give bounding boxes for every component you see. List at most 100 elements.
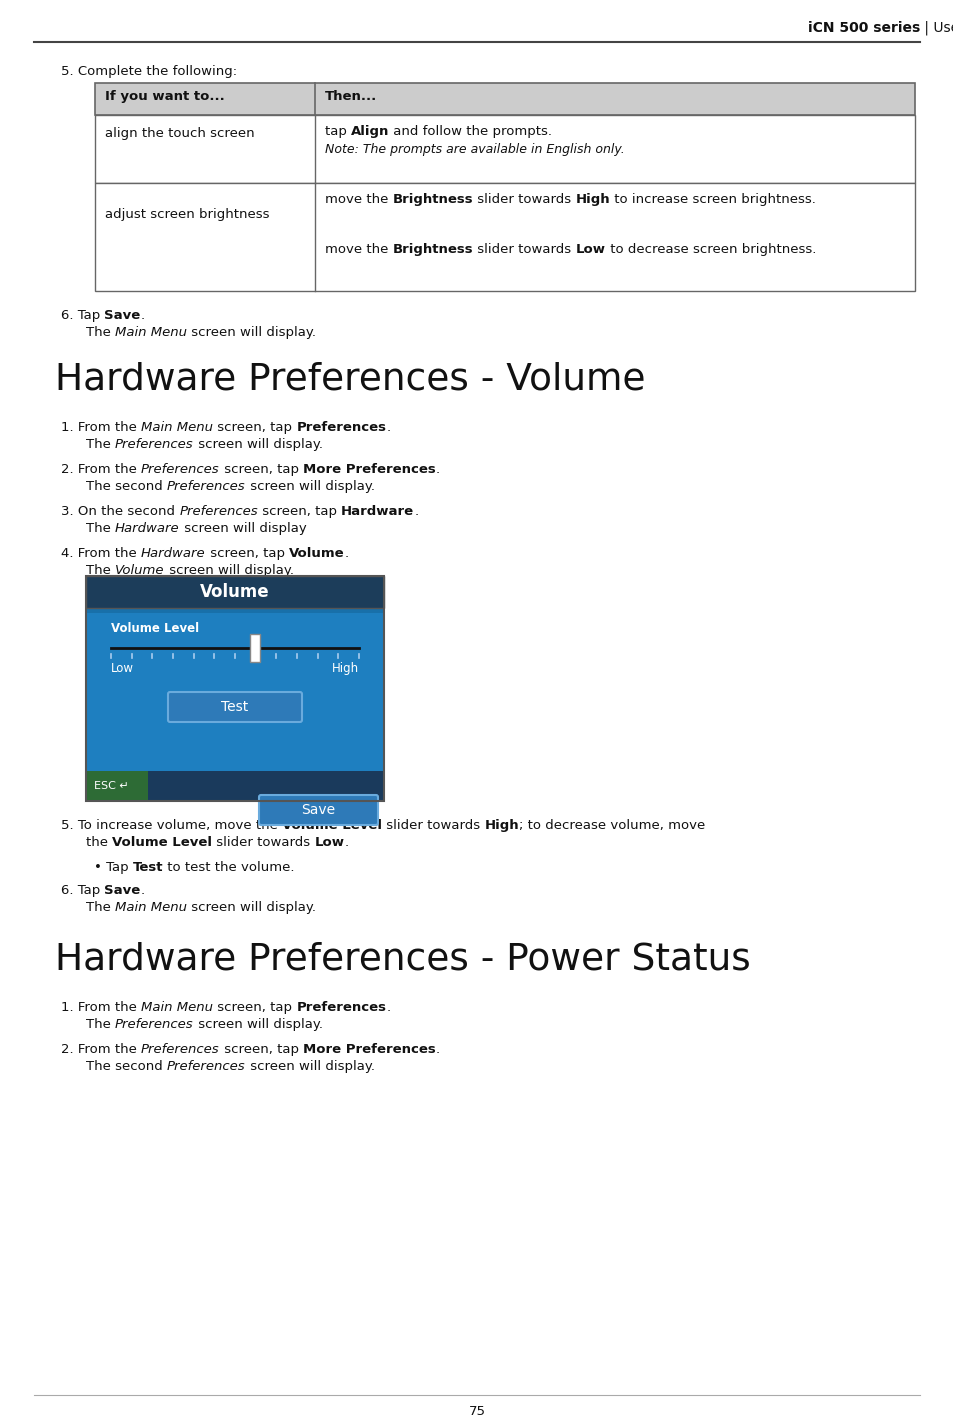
Bar [95, 84, 914, 115]
Text: screen will display.: screen will display. [187, 326, 315, 339]
Text: Preferences: Preferences [167, 480, 245, 493]
Text: Preferences: Preferences [141, 463, 219, 476]
Text: adjust screen brightness: adjust screen brightness [105, 208, 269, 221]
Text: 6. Tap: 6. Tap [61, 884, 105, 897]
Text: Low: Low [575, 242, 605, 256]
Text: slider towards: slider towards [382, 819, 484, 832]
Text: Hardware Preferences - Power Status: Hardware Preferences - Power Status [55, 941, 750, 976]
Text: move the: move the [325, 242, 393, 256]
Text: 1. From the: 1. From the [61, 1000, 141, 1015]
Text: Preferences: Preferences [115, 1017, 193, 1032]
Text: High: High [332, 662, 358, 674]
Text: Brightness: Brightness [393, 242, 473, 256]
Text: Main Menu: Main Menu [115, 901, 187, 914]
Text: If you want to...: If you want to... [105, 91, 225, 103]
Text: screen will display.: screen will display. [245, 1060, 375, 1073]
Text: .: . [386, 421, 390, 434]
Bar [86, 771, 384, 801]
Text: Hardware: Hardware [341, 504, 414, 519]
Text: The: The [86, 326, 115, 339]
Text: Brightness: Brightness [393, 193, 473, 205]
Text: Test: Test [221, 700, 249, 714]
Text: 4. From the: 4. From the [61, 547, 141, 560]
Text: .: . [141, 884, 145, 897]
Text: slider towards: slider towards [473, 242, 575, 256]
Text: The second: The second [86, 480, 167, 493]
Text: Low: Low [111, 662, 133, 674]
Text: screen, tap: screen, tap [257, 504, 341, 519]
Text: .: . [344, 547, 348, 560]
Text: Low: Low [314, 836, 344, 849]
Text: screen, tap: screen, tap [213, 421, 296, 434]
Text: move the: move the [325, 193, 393, 205]
Text: The second: The second [86, 1060, 167, 1073]
Text: Then...: Then... [325, 91, 376, 103]
Text: Preferences: Preferences [296, 421, 386, 434]
Text: Note: The prompts are available in English only.: Note: The prompts are available in Engli… [325, 143, 624, 156]
Text: More Preferences: More Preferences [303, 463, 436, 476]
Text: • Tap: • Tap [94, 862, 132, 874]
Text: 5. Complete the following:: 5. Complete the following: [61, 65, 237, 78]
FancyBboxPatch shape [168, 691, 302, 723]
Text: 2. From the: 2. From the [61, 463, 141, 476]
Text: The: The [86, 901, 115, 914]
Bar [86, 608, 384, 614]
Text: Main Menu: Main Menu [115, 326, 187, 339]
Text: Save: Save [301, 803, 335, 818]
Text: Main Menu: Main Menu [141, 421, 213, 434]
Text: Main Menu: Main Menu [141, 1000, 213, 1015]
Text: screen, tap: screen, tap [219, 463, 303, 476]
Text: The: The [86, 564, 115, 577]
Text: screen, tap: screen, tap [206, 547, 289, 560]
Text: 6. Tap: 6. Tap [61, 309, 105, 322]
Text: ; to decrease volume, move: ; to decrease volume, move [518, 819, 704, 832]
Text: Preferences: Preferences [167, 1060, 245, 1073]
Text: to increase screen brightness.: to increase screen brightness. [610, 193, 815, 205]
Text: Hardware Preferences - Volume: Hardware Preferences - Volume [55, 361, 645, 397]
Text: screen, tap: screen, tap [213, 1000, 296, 1015]
Text: .: . [344, 836, 349, 849]
Text: Volume Level: Volume Level [282, 819, 382, 832]
Text: Test: Test [132, 862, 163, 874]
Bar [86, 608, 384, 771]
Text: 3. On the second: 3. On the second [61, 504, 179, 519]
Text: Volume Level: Volume Level [112, 836, 212, 849]
Bar [86, 575, 384, 801]
Bar [95, 115, 914, 183]
Text: .: . [414, 504, 418, 519]
FancyBboxPatch shape [258, 795, 377, 825]
Text: screen will display.: screen will display. [165, 564, 294, 577]
Text: The: The [86, 521, 115, 536]
Bar [86, 575, 384, 608]
Text: screen will display: screen will display [179, 521, 306, 536]
Text: Preferences: Preferences [141, 1043, 219, 1056]
Text: Volume: Volume [200, 582, 270, 601]
Text: align the touch screen: align the touch screen [105, 128, 254, 140]
Text: screen will display.: screen will display. [187, 901, 315, 914]
Text: and follow the prompts.: and follow the prompts. [389, 125, 552, 137]
Text: iCN 500 series: iCN 500 series [807, 21, 919, 35]
Text: the: the [86, 836, 112, 849]
Text: slider towards: slider towards [473, 193, 575, 205]
Text: Hardware: Hardware [115, 521, 179, 536]
Text: Save: Save [105, 884, 141, 897]
Text: .: . [386, 1000, 390, 1015]
Text: Volume Level: Volume Level [111, 622, 199, 635]
Text: slider towards: slider towards [212, 836, 314, 849]
Text: Volume: Volume [289, 547, 344, 560]
Text: ESC ↵: ESC ↵ [94, 781, 129, 791]
Text: High: High [484, 819, 518, 832]
Text: High: High [575, 193, 610, 205]
Bar [86, 771, 148, 801]
Text: .: . [436, 463, 439, 476]
Text: Preferences: Preferences [296, 1000, 386, 1015]
Text: 1. From the: 1. From the [61, 421, 141, 434]
Text: 5. To increase volume, move the: 5. To increase volume, move the [61, 819, 282, 832]
Text: tap: tap [325, 125, 351, 137]
Text: 2. From the: 2. From the [61, 1043, 141, 1056]
Text: Align: Align [351, 125, 389, 137]
Text: | User Manual: | User Manual [919, 21, 953, 35]
Bar [95, 183, 914, 290]
Bar [250, 633, 259, 662]
Text: to test the volume.: to test the volume. [163, 862, 294, 874]
